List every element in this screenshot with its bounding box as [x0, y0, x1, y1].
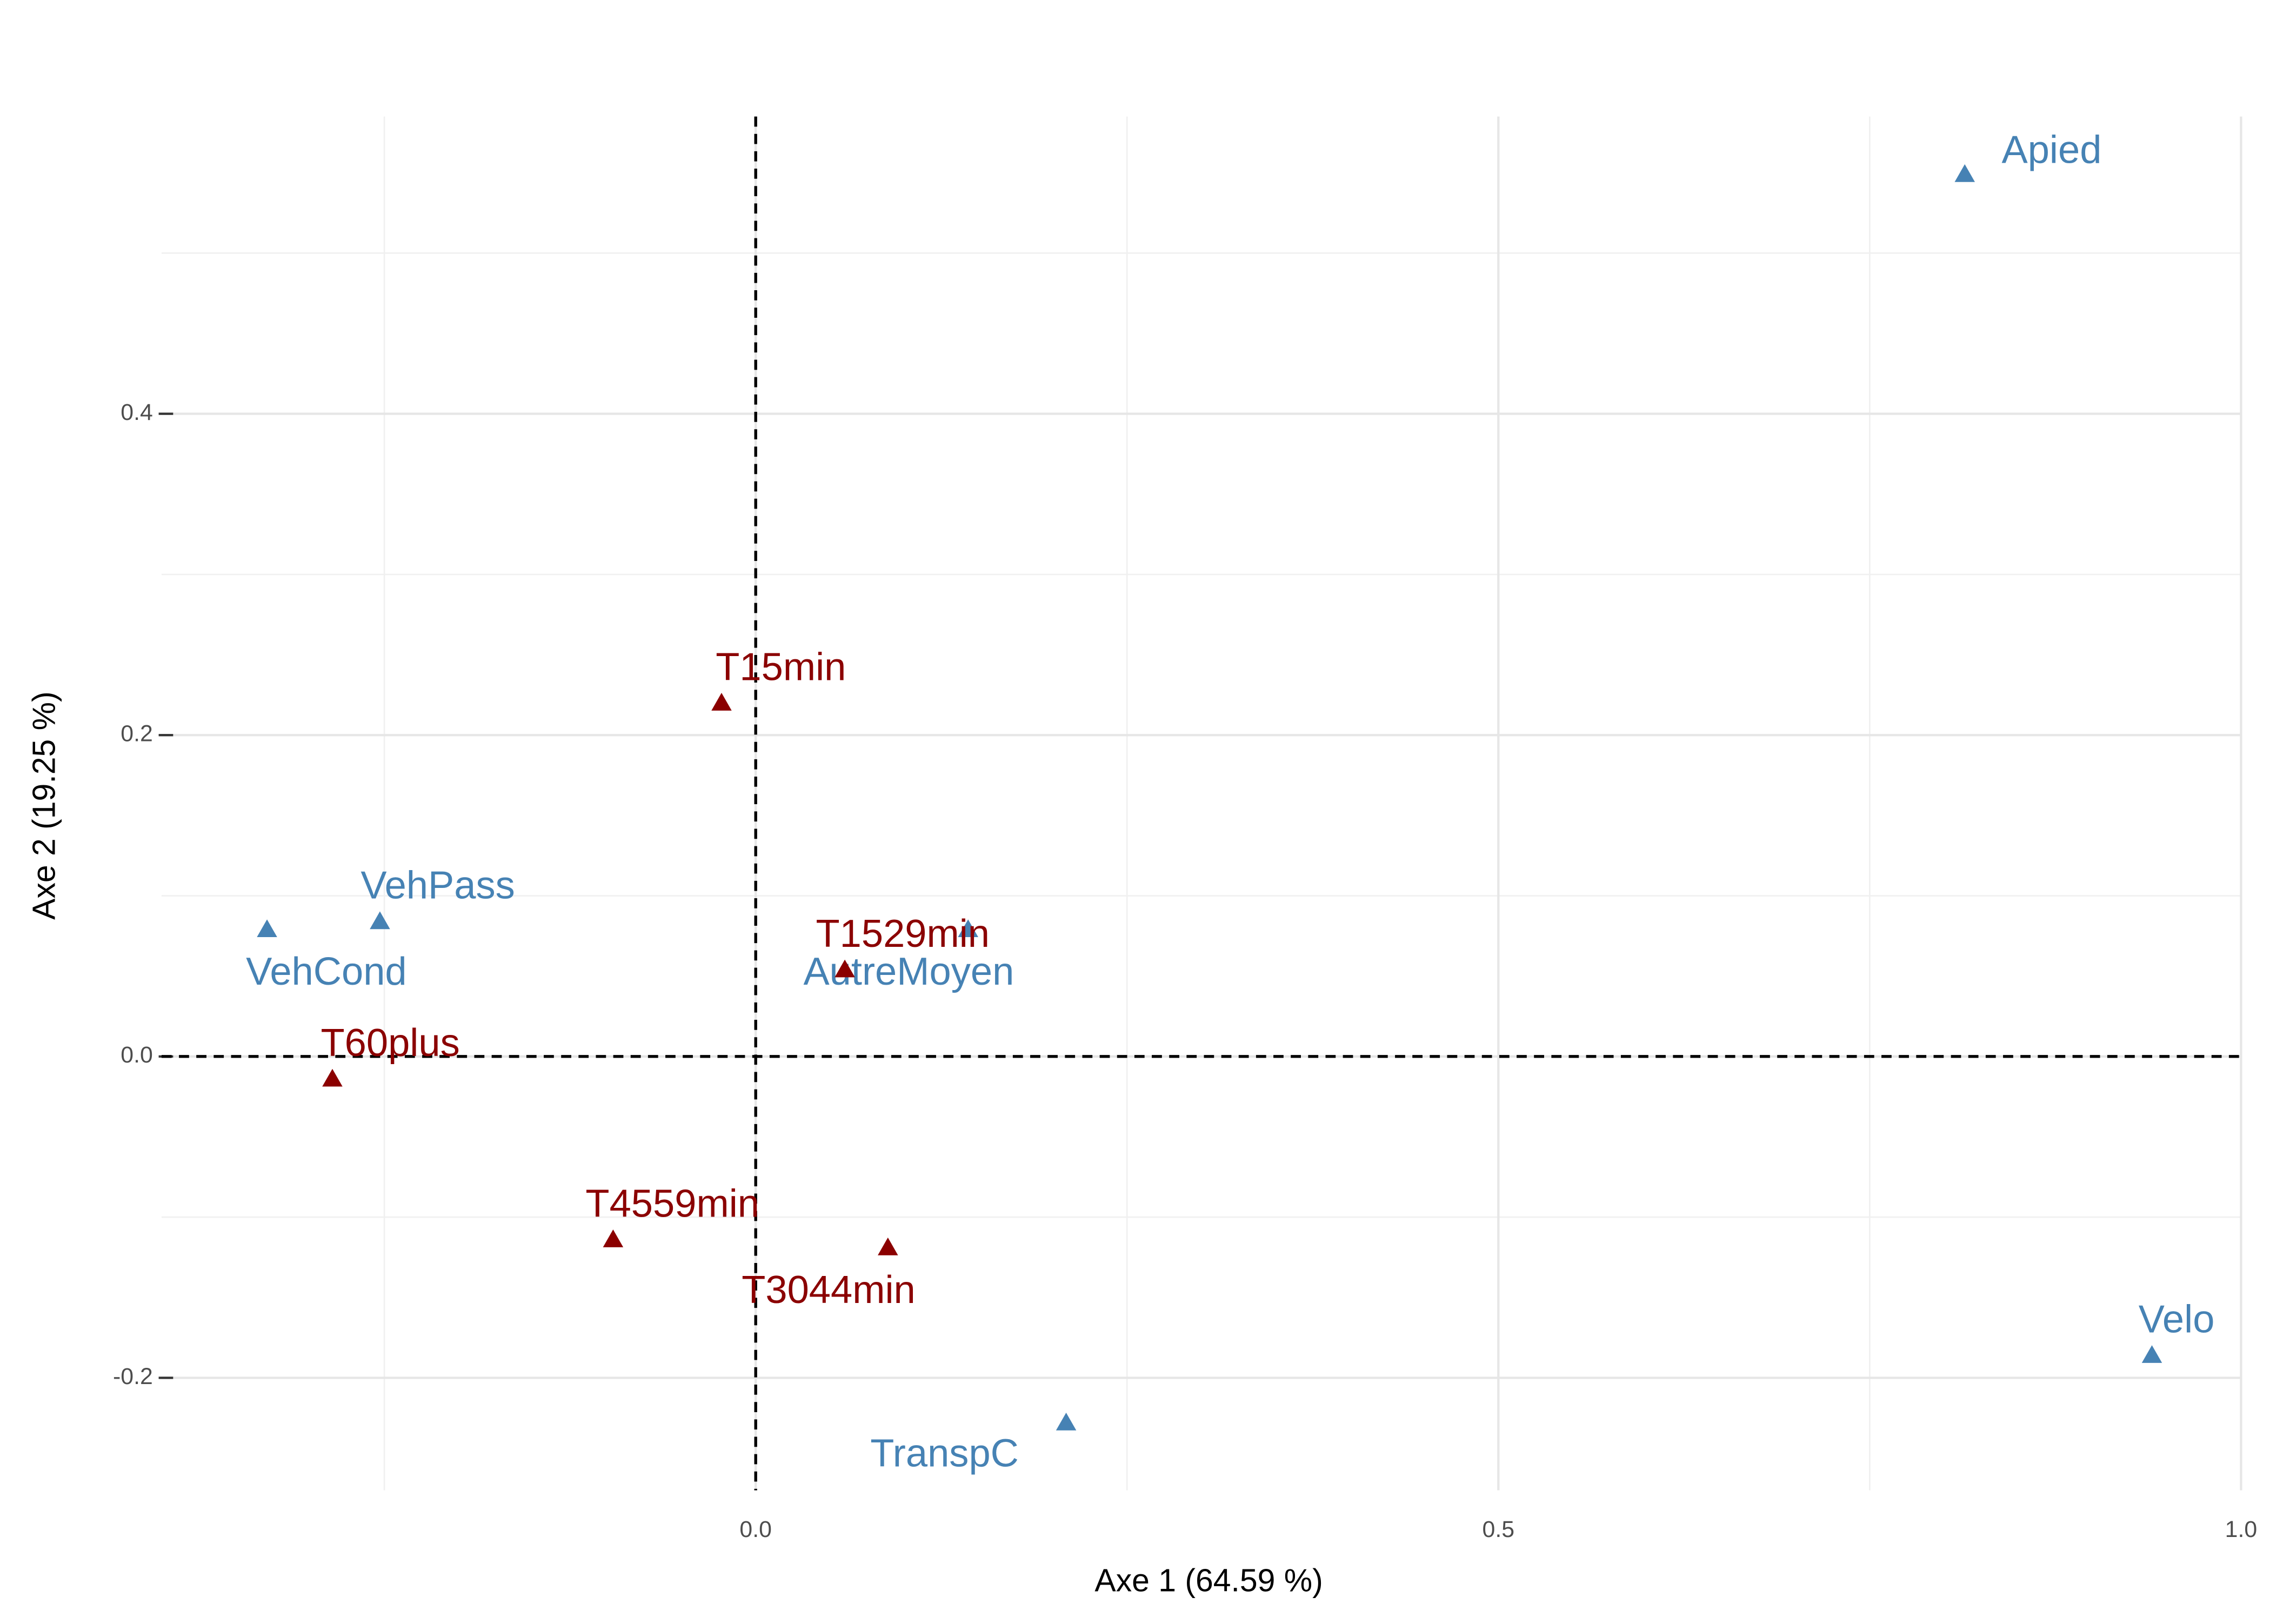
point-label: Apied [2001, 129, 2101, 172]
point [1056, 1412, 1077, 1431]
x-tick-label: 0.0 [739, 1516, 772, 1542]
point [2141, 1345, 2162, 1363]
point-label: VehCond [246, 950, 407, 993]
point-label: AutreMoyen [803, 950, 1014, 993]
point-label: T4559min [585, 1182, 759, 1225]
point-label: T3044min [742, 1268, 916, 1312]
y-tick-label: 0.2 [121, 721, 153, 747]
point [834, 959, 855, 978]
point [878, 1237, 898, 1255]
y-axis-title: Axe 2 (19.25 %) [26, 691, 62, 919]
x-tick-label: 0.5 [1483, 1516, 1515, 1542]
point [603, 1229, 624, 1247]
point-label: TranspC [870, 1432, 1019, 1475]
point-label: T1529min [816, 912, 990, 955]
point [322, 1068, 343, 1087]
point-label: T60plus [321, 1021, 459, 1065]
y-tick-label: 0.0 [121, 1042, 153, 1068]
point-label: Velo [2139, 1298, 2215, 1341]
y-tick-label: 0.4 [121, 399, 153, 425]
point [1954, 164, 1975, 182]
x-axis-title: Axe 1 (64.59 %) [1094, 1563, 1323, 1599]
point [257, 919, 277, 938]
point [711, 693, 732, 711]
point-label: VehPass [360, 864, 515, 907]
x-tick-label: 1.0 [2225, 1516, 2258, 1542]
point [370, 911, 390, 930]
point [958, 919, 978, 938]
point-label: T15min [716, 645, 846, 689]
y-tick-label: -0.2 [113, 1364, 153, 1389]
